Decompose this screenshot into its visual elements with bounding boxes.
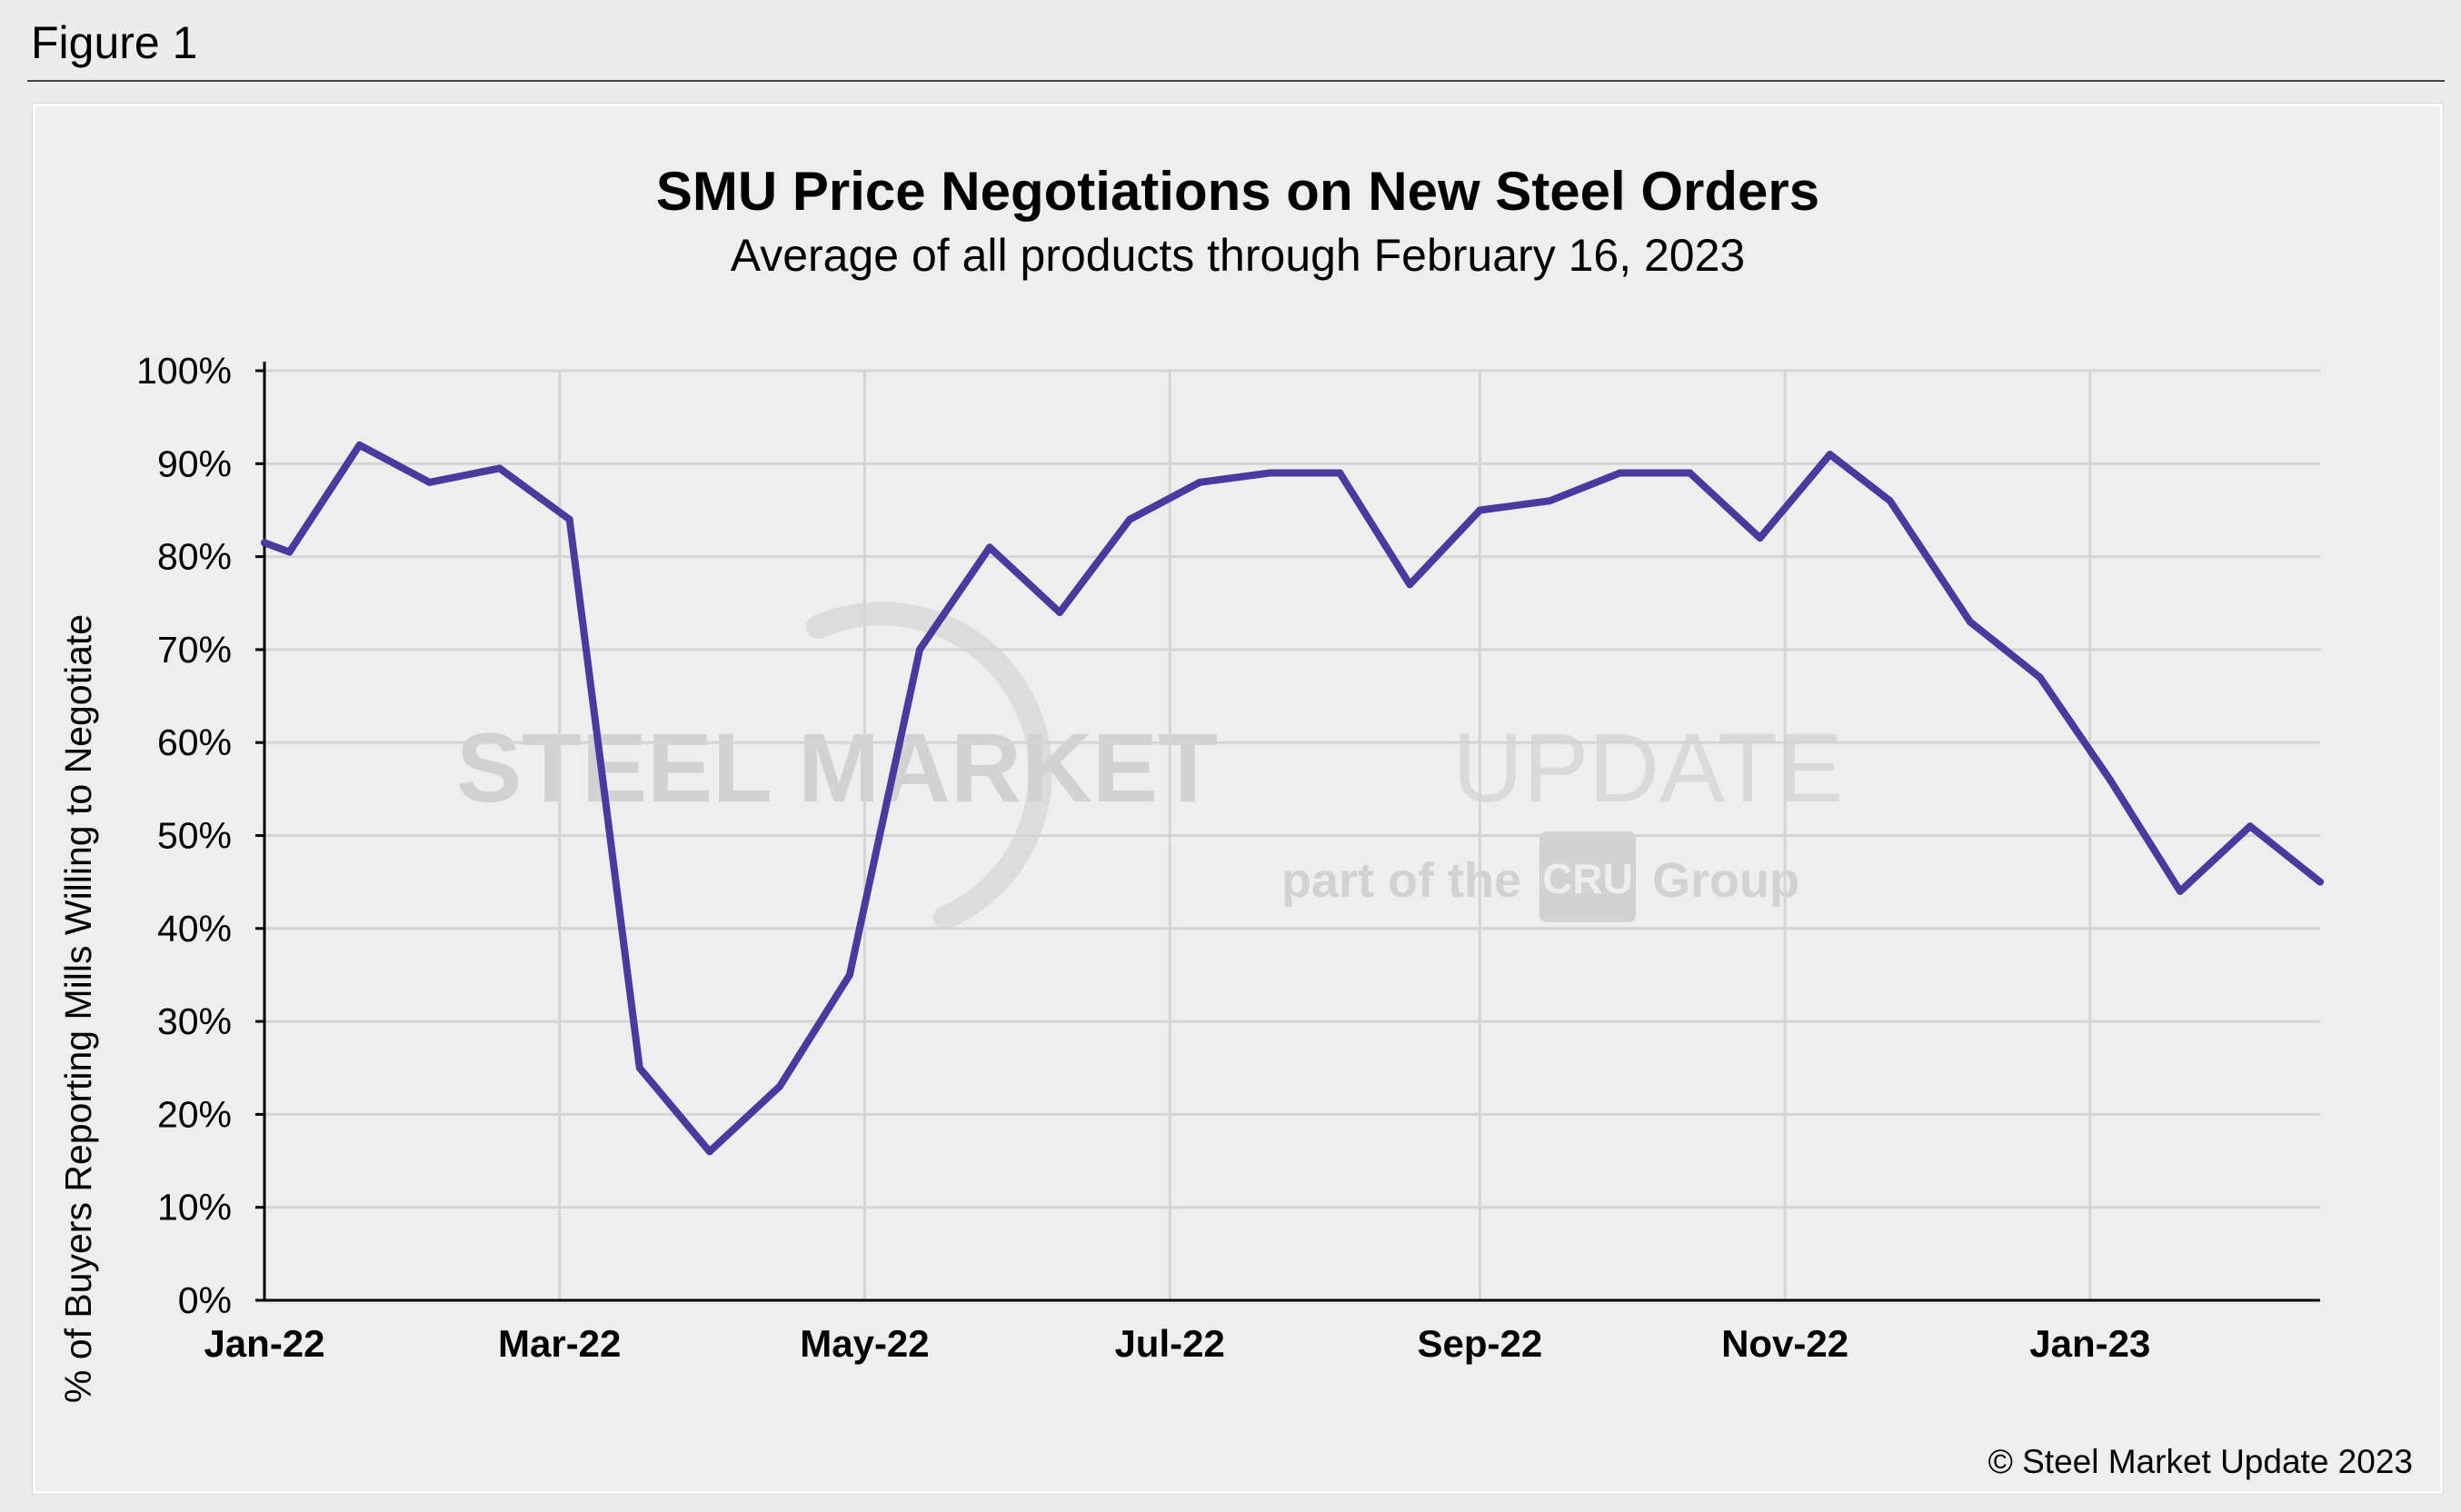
data-point bbox=[2246, 822, 2254, 831]
y-gridlines bbox=[255, 369, 2320, 1302]
data-point bbox=[1056, 609, 1064, 616]
data-point bbox=[495, 464, 503, 472]
data-point bbox=[565, 515, 573, 523]
data-point bbox=[2036, 673, 2044, 681]
chart-subtitle: Average of all products through February… bbox=[731, 230, 1745, 281]
data-point bbox=[1196, 478, 1204, 486]
y-tick-label: 50% bbox=[157, 815, 232, 857]
y-tick-labels: 0% 10% 20% 30% 40% 50% 60% 70% 80% 90% 100% bbox=[136, 350, 232, 1321]
data-point bbox=[635, 1064, 643, 1072]
y-tick-label: 20% bbox=[157, 1093, 232, 1135]
x-tick-label: Jan-23 bbox=[2029, 1322, 2150, 1365]
y-tick-label: 80% bbox=[157, 536, 232, 578]
watermark: STEEL MARKET UPDATE part of the CRU Grou… bbox=[456, 602, 1843, 930]
data-point bbox=[285, 548, 294, 556]
data-point bbox=[1686, 469, 1694, 477]
cru-logo-badge bbox=[1539, 831, 1636, 922]
x-tick-label: Jul-22 bbox=[1114, 1322, 1224, 1365]
data-point bbox=[1886, 497, 1894, 505]
data-point bbox=[1966, 618, 1974, 626]
data-point bbox=[2176, 887, 2184, 895]
data-point bbox=[261, 539, 268, 547]
data-point bbox=[1406, 581, 1414, 589]
y-tick-label: 10% bbox=[157, 1187, 232, 1228]
figure-label: Figure 1 bbox=[31, 17, 198, 68]
y-tick-label: 60% bbox=[157, 721, 232, 763]
watermark-brand-light: UPDATE bbox=[1452, 712, 1843, 822]
watermark-tagline-suffix: Group bbox=[1652, 853, 1799, 908]
watermark-swoosh-icon bbox=[806, 602, 1052, 930]
data-point bbox=[425, 478, 433, 486]
x-gridlines bbox=[558, 371, 2092, 1300]
x-tick-labels: Jan-22 Mar-22 May-22 Jul-22 Sep-22 Nov-22 Jan-… bbox=[204, 1322, 2150, 1365]
data-point bbox=[1616, 469, 1624, 477]
copyright-notice: © Steel Market Update 2023 bbox=[1988, 1443, 2413, 1480]
data-point bbox=[1546, 497, 1554, 505]
x-tick-label: Jan-22 bbox=[204, 1322, 324, 1365]
watermark-tagline-prefix: part of the bbox=[1281, 853, 1521, 908]
chart-title: SMU Price Negotiations on New Steel Orde… bbox=[656, 161, 1819, 222]
watermark-brand-bold: STEEL MARKET bbox=[456, 712, 1218, 822]
data-point bbox=[775, 1082, 783, 1090]
x-tick-label: Mar-22 bbox=[498, 1322, 621, 1365]
y-tick-label: 70% bbox=[157, 629, 232, 671]
data-point bbox=[1336, 469, 1344, 477]
data-point bbox=[1476, 506, 1484, 514]
x-tick-label: Sep-22 bbox=[1418, 1322, 1543, 1365]
y-tick-label: 100% bbox=[136, 350, 232, 392]
data-point bbox=[1266, 469, 1274, 477]
data-point bbox=[986, 543, 993, 552]
y-axis-label: % of Buyers Reporting Mills Willing to N… bbox=[57, 614, 99, 1403]
figure-divider bbox=[27, 80, 2445, 82]
data-point bbox=[2106, 776, 2114, 784]
chart-panel bbox=[33, 104, 2443, 1494]
watermark-cru-logo: CRU bbox=[1542, 855, 1633, 902]
data-point bbox=[845, 971, 853, 979]
y-tick-label: 30% bbox=[157, 1000, 232, 1042]
x-tick-label: May-22 bbox=[800, 1322, 929, 1365]
data-point bbox=[2317, 878, 2324, 886]
data-point bbox=[705, 1148, 713, 1156]
x-tick-label: Nov-22 bbox=[1721, 1322, 1848, 1365]
y-tick-label: 0% bbox=[178, 1279, 232, 1321]
data-point bbox=[355, 441, 364, 449]
data-point bbox=[916, 645, 923, 653]
data-point bbox=[1756, 534, 1764, 542]
data-point bbox=[1826, 451, 1834, 459]
y-tick-label: 90% bbox=[157, 443, 232, 484]
y-tick-label: 40% bbox=[157, 908, 232, 950]
series-points bbox=[261, 441, 2324, 1156]
data-point bbox=[1126, 515, 1134, 523]
